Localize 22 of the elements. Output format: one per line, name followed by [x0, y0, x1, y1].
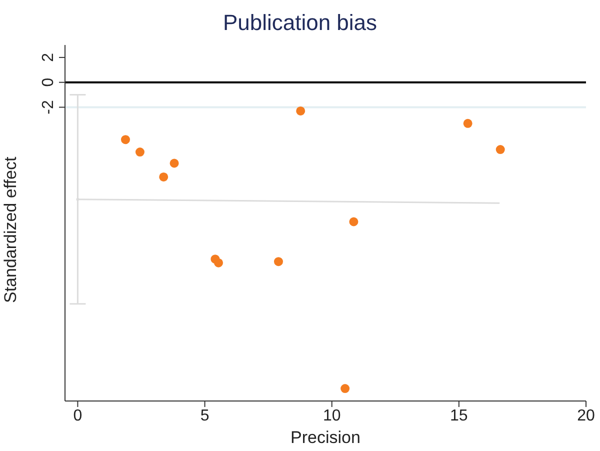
- point: [296, 106, 306, 116]
- chart-title: Publication bias: [222, 10, 378, 35]
- x-tick-label: 10: [322, 407, 341, 424]
- point: [340, 384, 350, 394]
- x-tick-label: 0: [73, 407, 82, 424]
- x-tick-label: 15: [450, 407, 468, 424]
- point: [170, 158, 179, 168]
- point: [349, 217, 358, 226]
- y-tick-label: 0: [40, 78, 57, 87]
- x-axis-title: Precision: [290, 428, 360, 447]
- x-tick-label: 5: [200, 407, 210, 424]
- y-tick-label: -2: [40, 100, 57, 114]
- y-axis-title: Standardized effect: [1, 156, 20, 303]
- point: [463, 118, 472, 128]
- point: [135, 148, 144, 157]
- y-tick-label: 2: [40, 52, 57, 62]
- x-tick-label: 20: [577, 407, 595, 424]
- point: [214, 258, 224, 268]
- point: [120, 135, 130, 144]
- point: [159, 172, 168, 182]
- point: [496, 145, 505, 154]
- point: [274, 257, 283, 266]
